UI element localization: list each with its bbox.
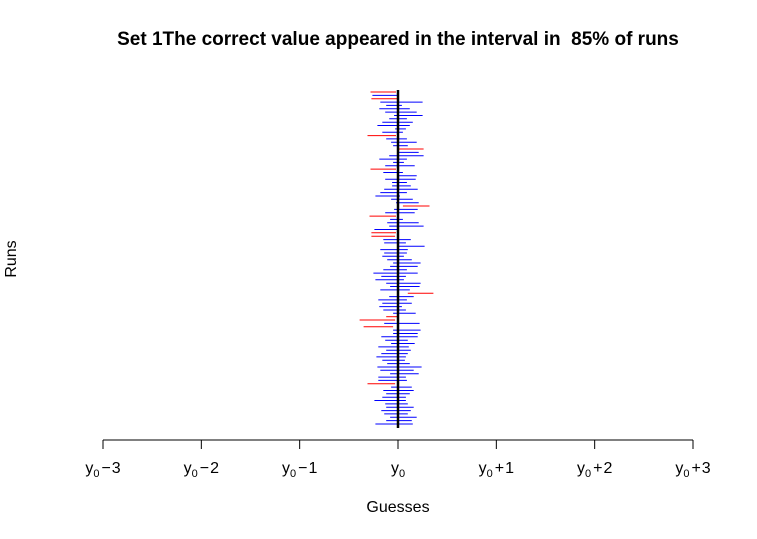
x-tick-label: y0 +1 [479,460,514,480]
x-tick-label: y0 [391,460,405,480]
x-tick-label: y0 −1 [282,460,317,480]
chart-title: Set 1The correct value appeared in the i… [117,29,679,50]
y-axis-label: Runs [3,240,20,278]
x-axis: y0 −3 y0 −2 y0 −1 y0 y0 +1 y0 +2 y0 +3 [85,439,711,480]
x-tick-label: y0 −3 [85,460,120,480]
x-axis-label: Guesses [366,499,430,516]
x-tick-label: y0 −2 [184,460,219,480]
interval-segments [359,91,434,425]
x-tick-label: y0 +3 [675,460,710,480]
x-tick-label: y0 +2 [577,460,612,480]
